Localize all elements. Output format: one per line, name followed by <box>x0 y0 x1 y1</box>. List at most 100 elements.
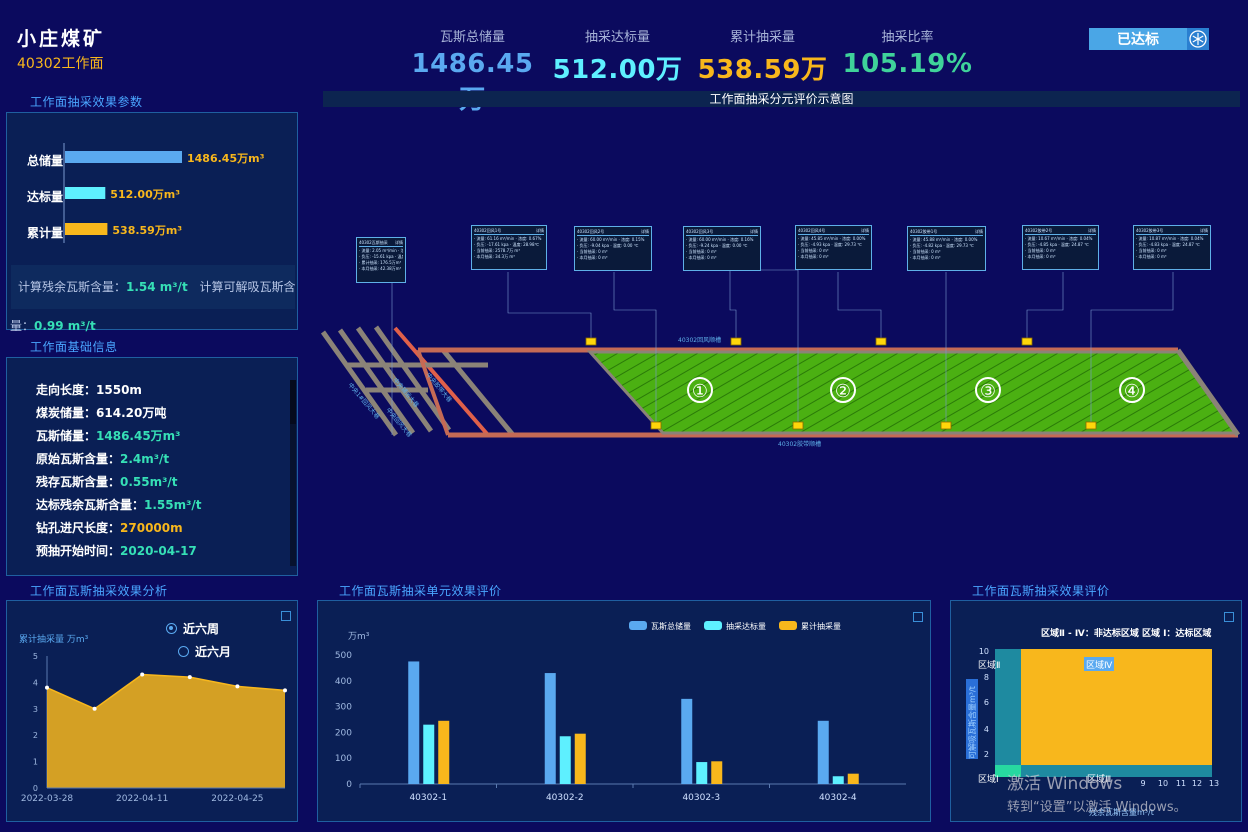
sensor-tooltip[interactable]: 40302回风1号 详情 · 流量: 61.16 m³/min · 浓度: 0.67… <box>471 225 547 270</box>
tooltip-header: 40302胶带1号 详情 <box>910 229 983 236</box>
kpi-3: 累计抽采量 538.59万 <box>695 26 830 86</box>
unit-bar[interactable] <box>711 761 723 784</box>
unit-marker[interactable] <box>975 377 1001 403</box>
radio-month[interactable]: 近六月 <box>178 643 231 660</box>
x-tick-label: 12 <box>1192 779 1202 788</box>
basic-info-list: 走向长度：1550m 煤炭储量：614.20万吨 瓦斯储量：1486.45万m³ 原始… <box>36 379 202 563</box>
expand-icon[interactable] <box>1224 612 1234 622</box>
area-point[interactable] <box>92 706 97 711</box>
y-tick-label: 10 <box>979 647 989 656</box>
area-point[interactable] <box>187 675 192 680</box>
sensor-tooltip[interactable]: 40302回风3号 详情 · 流量: 60.00 m³/min · 浓度: 0.16… <box>683 226 761 271</box>
tooltip-header: 40302胶带3号 详情 <box>1136 228 1208 235</box>
tooltip-tag[interactable]: 详情 <box>975 229 983 234</box>
area-point[interactable] <box>45 685 49 690</box>
y-tick-label: 200 <box>335 728 352 738</box>
workface-name: 40302工作面 <box>17 56 104 72</box>
unit-bar[interactable] <box>847 773 859 784</box>
sensor-tooltip[interactable]: 40302回风2号 详情 · 流量: 60.00 m³/min · 浓度: 0.15… <box>574 226 652 271</box>
tooltip-line: · 负压: -9.04 kpa · 温度: 0.00 ℃ <box>577 243 639 248</box>
x-tick-label: 13 <box>1209 779 1219 788</box>
legend-swatch[interactable] <box>629 621 647 630</box>
tooltip-line: · 本月抽采: 0 m³ <box>1025 254 1056 259</box>
tooltip-line: · 负压: -9.24 kpa · 温度: 0.00 ℃ <box>686 243 748 248</box>
scrollbar[interactable] <box>290 380 296 566</box>
tooltip-tag[interactable]: 详情 <box>1200 228 1208 233</box>
legend-swatch[interactable] <box>779 621 797 630</box>
sensor-tooltip[interactable]: 40302瓦斯抽采 详情 · 流量: 2.05 m³/min · 浓度: 58.2%… <box>356 237 406 283</box>
radio-checked-icon[interactable] <box>166 623 177 634</box>
status-button[interactable]: 已达标 <box>1089 28 1209 50</box>
legend-swatch[interactable] <box>704 621 722 630</box>
tooltip-line: · 本月抽采: 0 m³ <box>577 255 608 260</box>
area-point[interactable] <box>283 688 287 693</box>
radio-unchecked-icon[interactable] <box>178 646 189 657</box>
unit-bar[interactable] <box>817 720 829 784</box>
radio-week[interactable]: 近六周 <box>166 620 219 637</box>
residual-label: 计算残余瓦斯含量： <box>18 280 127 294</box>
x-tick-label: 2022-03-28 <box>21 794 74 804</box>
sensor-icon[interactable] <box>730 337 742 346</box>
sensor-icon[interactable] <box>1085 421 1097 430</box>
sensor-icon[interactable] <box>1021 337 1033 346</box>
sensor-icon[interactable] <box>940 421 952 430</box>
unit-bar[interactable] <box>423 724 435 784</box>
tooltip-tag[interactable]: 详情 <box>395 240 403 245</box>
unit-bar[interactable] <box>559 736 571 784</box>
unit-bar[interactable] <box>832 776 844 784</box>
sensor-tooltip[interactable]: 40302胶带2号 详情 · 流量: 10.67 m³/min · 浓度: 0.04… <box>1022 225 1099 270</box>
x-tick-label: 11 <box>1176 779 1186 788</box>
unit-label: ④ <box>1124 381 1140 402</box>
tooltip-tag[interactable]: 详情 <box>750 229 758 234</box>
x-tick-label: 40302-1 <box>409 793 447 803</box>
info-value: 0.55m³/t <box>120 475 178 489</box>
sensor-tooltip[interactable]: 40302胶带3号 详情 · 流量: 10.87 m³/min · 浓度: 0.04… <box>1133 225 1211 270</box>
sensor-icon[interactable] <box>875 337 887 346</box>
unit-bar[interactable] <box>681 698 693 784</box>
info-row: 残存瓦斯含量：0.55m³/t <box>36 471 202 494</box>
sensor-icon[interactable] <box>585 337 597 346</box>
region-4-area <box>1021 649 1212 765</box>
area-line <box>46 673 286 710</box>
unit-bar[interactable] <box>438 720 450 784</box>
area-point[interactable] <box>140 672 145 677</box>
tooltip-tag[interactable]: 详情 <box>536 228 544 233</box>
tooltip-tag[interactable]: 详情 <box>1088 228 1096 233</box>
radio-week-label: 近六周 <box>183 622 220 636</box>
x-tick-label: 9 <box>1140 779 1145 788</box>
tooltip-line: · 流量: 45.88 m³/min · 浓度: 0.00% <box>910 237 978 242</box>
tooltip-line: · 本月抽采: 42.38万m³ <box>359 266 402 271</box>
tooltip-tag[interactable]: 详情 <box>641 229 649 234</box>
unit-bar[interactable] <box>574 733 586 784</box>
x-tick-label: 10 <box>1158 779 1168 788</box>
sensor-tooltip[interactable]: 40302胶带1号 详情 · 流量: 45.88 m³/min · 浓度: 0.00… <box>907 226 986 271</box>
unit-bar[interactable] <box>408 661 420 784</box>
tooltip-line: · 本月抽采: 0 m³ <box>798 254 829 259</box>
info-label: 预抽开始时间： <box>36 544 121 558</box>
tooltip-line: · 当前抽采: 0 m³ <box>798 248 829 253</box>
tooltip-line: · 本月抽采: 34.3万 m³ <box>474 254 515 259</box>
sensor-icon[interactable] <box>792 421 804 430</box>
tooltip-line: · 流量: 60.00 m³/min · 浓度: 0.15% <box>577 237 645 242</box>
scrollbar-thumb[interactable] <box>290 380 296 424</box>
unit-bar[interactable] <box>696 762 708 784</box>
expand-icon[interactable] <box>913 612 923 622</box>
tooltip-line: · 负压: -4.85 kpa · 温度: 24.87 ℃ <box>1025 242 1089 247</box>
tooltip-header: 40302回风3号 详情 <box>686 229 758 236</box>
unit-bar[interactable] <box>544 673 556 784</box>
effect-params-bars: 总储量 1486.45万m³ 达标量 512.00万m³ 累计量 538.59万m³ <box>27 143 265 243</box>
tooltip-tag[interactable]: 详情 <box>861 228 869 233</box>
tooltip-line: · 本月抽采: 0 m³ <box>910 255 941 260</box>
unit-marker[interactable] <box>1119 377 1145 403</box>
expand-icon[interactable] <box>281 611 291 621</box>
unit-marker[interactable] <box>687 377 713 403</box>
unit-marker[interactable] <box>830 377 856 403</box>
mine-name: 小庄煤矿 <box>17 28 106 50</box>
sensor-icon[interactable] <box>650 421 662 430</box>
sensor-tooltip[interactable]: 40302回风4号 详情 · 流量: 45.85 m³/min · 浓度: 0.00… <box>795 225 872 270</box>
info-row: 钻孔进尺长度：270000m <box>36 517 202 540</box>
area-point[interactable] <box>235 684 240 689</box>
kpi-label: 累计抽采量 <box>729 30 795 45</box>
status-label: 已达标 <box>1117 32 1159 48</box>
